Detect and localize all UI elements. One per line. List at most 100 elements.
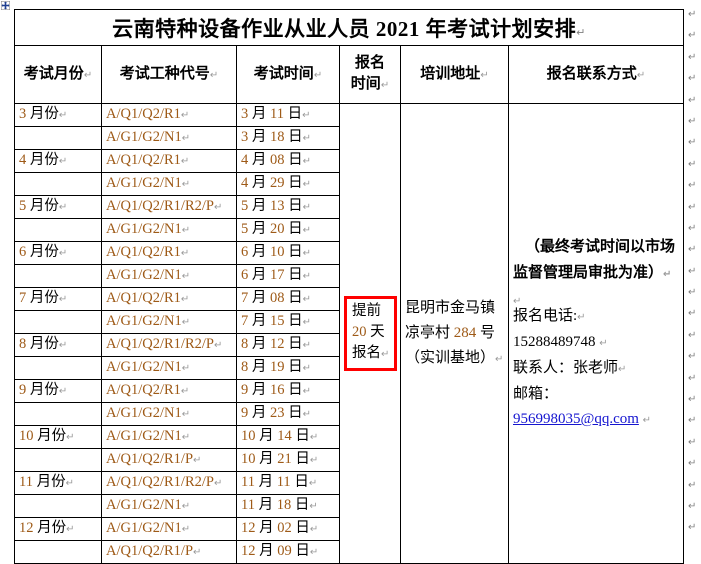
date-text: 3 月 11 日 <box>241 106 303 122</box>
header-row: 考试月份↵ 考试工种代号↵ 考试时间↵ 报名 时间↵ 培训地址↵ 报名联系方式↵ <box>14 45 684 104</box>
cell-exam-month: 3 月份↵ <box>14 103 102 127</box>
cell-exam-date: 12 月 02 日↵ <box>236 517 340 541</box>
cell-job-code: A/G1/G2/N1↵ <box>101 172 237 196</box>
cell-job-code: A/G1/G2/N1↵ <box>101 310 237 334</box>
code-text: A/Q1/Q2/R1/R2/P <box>106 198 214 214</box>
contact-person-text: 联系人：张老师 <box>513 360 619 376</box>
pilcrow-mark: ↵ <box>181 271 191 282</box>
latin-run: 10 <box>19 428 34 444</box>
latin-run: 10 <box>241 428 256 444</box>
latin-run: A/Q1/Q2/R1/R2/P <box>106 336 214 352</box>
cell-job-code: A/G1/G2/N1↵ <box>101 218 237 242</box>
pilcrow-mark: ↵ <box>688 115 697 127</box>
cell-exam-date: 4 月 08 日↵ <box>236 149 340 173</box>
header-label: 考试时间 <box>253 65 314 82</box>
pilcrow-mark: ↵ <box>302 294 312 305</box>
cell-exam-month <box>14 540 102 564</box>
latin-run: A/Q1/Q2/R1/R2/P <box>106 474 214 490</box>
pilcrow-mark: ↵ <box>688 308 697 320</box>
date-text: 4 月 29 日 <box>241 175 303 191</box>
pilcrow-mark: ↵ <box>599 338 608 349</box>
date-text: 12 月 09 日 <box>241 543 310 559</box>
paragraph-marks-margin: ↵ ↵ ↵ ↵ ↵ ↵ ↵ ↵ ↵ ↵ ↵ ↵ ↵ ↵ ↵ ↵ ↵ ↵ ↵ ↵ … <box>688 0 701 543</box>
column-header-job-code: 考试工种代号↵ <box>101 45 237 104</box>
latin-run: 10 <box>241 451 256 467</box>
cell-exam-month: 10 月份↵ <box>14 425 102 449</box>
latin-run: 15 <box>270 313 285 329</box>
cell-job-code: A/Q1/Q2/R1↵ <box>101 379 237 403</box>
latin-run: A/G1/G2/N1 <box>106 405 182 421</box>
latin-run: A/Q1/Q2/R1/R2/P <box>106 198 214 214</box>
latin-run: 21 <box>277 451 292 467</box>
date-text: 4 月 08 日 <box>241 152 303 168</box>
code-text: A/Q1/Q2/R1/R2/P <box>106 474 214 490</box>
pilcrow-mark: ↵ <box>58 386 68 397</box>
latin-run: 11 <box>19 474 33 490</box>
cell-exam-month <box>14 218 102 242</box>
pilcrow-mark: ↵ <box>688 180 697 192</box>
date-text: 5 月 13 日 <box>241 198 303 214</box>
badge-line3: 报名 <box>352 345 381 361</box>
pilcrow-mark: ↵ <box>313 69 323 81</box>
pilcrow-mark: ↵ <box>688 158 697 170</box>
title-row: 云南特种设备作业从业人员 2021 年考试计划安排↵ <box>14 9 684 46</box>
latin-run: 09 <box>277 543 292 559</box>
code-text: A/Q1/Q2/R1 <box>106 244 181 260</box>
latin-run: 12 <box>19 520 34 536</box>
latin-run: 20 <box>352 324 367 340</box>
pilcrow-mark: ↵ <box>642 415 652 426</box>
cell-exam-date: 3 月 18 日↵ <box>236 126 340 150</box>
pilcrow-mark: ↵ <box>181 432 191 443</box>
month-text: 4 月份 <box>19 152 59 168</box>
pilcrow-mark: ↵ <box>302 202 312 213</box>
pilcrow-mark: ↵ <box>180 386 190 397</box>
pilcrow-mark: ↵ <box>688 9 697 20</box>
header-label: 考试月份 <box>23 65 84 82</box>
pilcrow-mark: ↵ <box>209 69 219 81</box>
month-text: 8 月份 <box>19 336 59 352</box>
code-text: A/G1/G2/N1 <box>106 221 182 237</box>
latin-run: 4 <box>241 175 249 191</box>
month-text: 11 月份 <box>19 474 66 490</box>
date-text: 8 月 12 日 <box>241 336 303 352</box>
cell-job-code: A/G1/G2/N1↵ <box>101 517 237 541</box>
code-text: A/Q1/Q2/R1 <box>106 382 181 398</box>
cell-job-code: A/Q1/Q2/R1↵ <box>101 241 237 265</box>
cell-job-code: A/Q1/Q2/R1↵ <box>101 149 237 173</box>
date-text: 8 月 19 日 <box>241 359 303 375</box>
pilcrow-mark: ↵ <box>688 351 697 363</box>
pilcrow-mark: ↵ <box>302 179 312 190</box>
cell-exam-month: 8 月份↵ <box>14 333 102 357</box>
header-label-line2: 时间 <box>350 76 381 92</box>
cell-job-code: A/Q1/Q2/R1/P↵ <box>101 540 237 564</box>
latin-run: 02 <box>277 520 292 536</box>
latin-run: A/G1/G2/N1 <box>106 267 182 283</box>
cell-exam-month <box>14 356 102 380</box>
table-row: A/G1/G2/N1↵ 9 月 23 日↵ <box>14 402 684 426</box>
pilcrow-mark: ↵ <box>65 478 74 489</box>
latin-run: 08 <box>270 152 285 168</box>
table-move-handle-icon[interactable] <box>0 0 11 11</box>
pilcrow-mark: ↵ <box>302 317 312 328</box>
pilcrow-mark: ↵ <box>58 110 68 121</box>
cell-exam-month <box>14 310 102 334</box>
pilcrow-mark: ↵ <box>58 248 68 259</box>
pilcrow-mark: ↵ <box>66 432 75 443</box>
code-text: A/Q1/Q2/R1 <box>106 106 181 122</box>
pilcrow-mark: ↵ <box>688 522 697 534</box>
column-header-exam-month: 考试月份↵ <box>14 45 102 104</box>
code-text: A/Q1/Q2/R1/P <box>106 451 193 467</box>
code-text: A/G1/G2/N1 <box>106 520 182 536</box>
email-link[interactable]: 956998035@qq.com <box>513 411 639 427</box>
latin-run: 7 <box>241 313 249 329</box>
cell-exam-month <box>14 264 102 288</box>
table-row: 11 月份↵ A/Q1/Q2/R1/R2/P↵ 11 月 11 日↵ <box>14 471 684 495</box>
latin-run: 7 <box>19 290 27 306</box>
contact-spacer: ↵ <box>513 288 679 307</box>
pilcrow-mark: ↵ <box>663 269 672 280</box>
pilcrow-mark: ↵ <box>381 349 390 360</box>
table-row: A/G1/G2/N1↵ 8 月 19 日↵ <box>14 356 684 380</box>
latin-run: 6 <box>241 267 249 283</box>
pilcrow-mark: ↵ <box>380 80 390 91</box>
pilcrow-mark: ↵ <box>66 524 75 535</box>
